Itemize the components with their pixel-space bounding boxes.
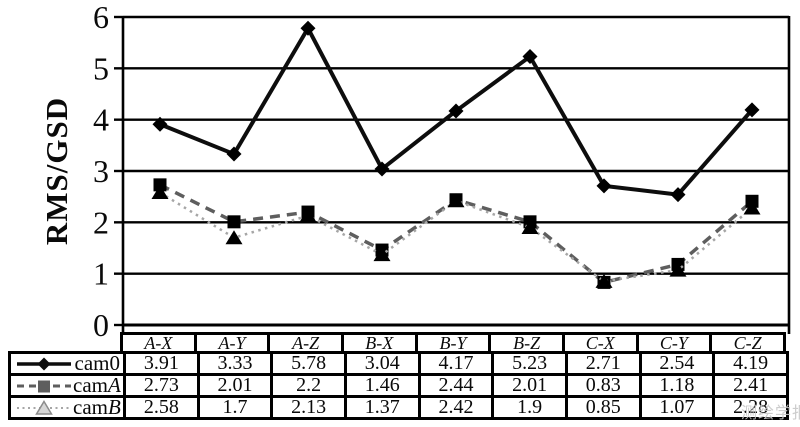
table-header-cell: A-Z [267,332,344,354]
table-cell: 2.01 [491,373,568,398]
y-tick-label: 1 [93,256,109,292]
y-axis-title: RMS/GSD [39,96,74,246]
legend-key-camB: camB [8,395,126,420]
table-cell: 2.42 [417,395,495,420]
table-header-cell: B-Y [414,332,492,354]
table-cell: 2.71 [564,351,642,376]
legend-key-camA: camA [8,373,126,398]
table-cell: 2.44 [417,373,495,398]
legend-key-cam0: cam0 [8,351,126,376]
table-header-cell: C-Z [709,332,786,354]
table-cell: 2.54 [638,351,716,376]
table-cell: 5.78 [270,351,347,376]
table-header-cell: C-Y [635,332,713,354]
table-cell: 1.7 [196,395,274,420]
legend-line-sample-icon [17,357,71,370]
table-cell: 1.07 [638,395,716,420]
y-tick-label: 4 [93,102,109,138]
table-cell: 1.46 [343,373,421,398]
table-cell: 4.17 [417,351,495,376]
table-cell: 2.13 [270,395,347,420]
y-tick-label: 5 [93,50,109,86]
table-cell: 3.91 [123,351,200,376]
y-tick-label: 0 [93,307,109,343]
table-cell: 2.41 [712,373,789,398]
table-cell: 1.18 [638,373,716,398]
data-table: cam0 3.91 3.33 5.78 3.04 4.17 5.23 2.71 … [8,351,789,420]
journal-watermark: 测绘学报 [741,405,800,422]
table-cell: 5.23 [491,351,568,376]
table-cell: 2.2 [270,373,347,398]
table-header-cell: A-X [120,332,197,354]
table-header-cell: B-X [340,332,418,354]
y-axis: 0 1 2 3 4 5 6 [93,0,123,343]
table-cell: 3.33 [196,351,274,376]
table-header-cell: C-X [561,332,639,354]
table-row: A-X A-Y A-Z B-X B-Y B-Z C-X C-Y C-Z [120,332,786,354]
legend-label: camB [73,396,121,419]
table-cell: 2.28 [712,395,789,420]
table-cell: 2.01 [196,373,274,398]
legend-label: cam0 [74,352,120,375]
table-cell: 0.83 [564,373,642,398]
y-tick-label: 6 [93,0,109,35]
table-row: camA 2.73 2.01 2.2 1.46 2.44 2.01 0.83 1… [8,373,789,398]
table-header-cell: B-Z [488,332,565,354]
y-tick-label: 2 [93,204,109,240]
axes [121,15,791,334]
legend-line-sample-icon [17,399,71,415]
legend-label: camA [73,374,121,397]
series-camB [151,185,761,288]
table-row: camB 2.58 1.7 2.13 1.37 2.42 1.9 0.85 1.… [8,395,789,420]
gridlines [123,67,789,275]
y-tick-label: 3 [93,153,109,189]
table-cell: 0.85 [564,395,642,420]
table-cell: 2.73 [123,373,200,398]
table-row: cam0 3.91 3.33 5.78 3.04 4.17 5.23 2.71 … [8,351,789,376]
table-header-cell: A-Y [193,332,271,354]
table-cell: 3.04 [343,351,421,376]
table-cell: 2.58 [123,395,200,420]
table-cell: 4.19 [712,351,789,376]
table-cell: 1.9 [491,395,568,420]
series-cam0 [152,20,760,203]
category-header-row: A-X A-Y A-Z B-X B-Y B-Z C-X C-Y C-Z [120,332,786,354]
table-cell: 1.37 [343,395,421,420]
legend-line-sample-icon [17,380,71,392]
